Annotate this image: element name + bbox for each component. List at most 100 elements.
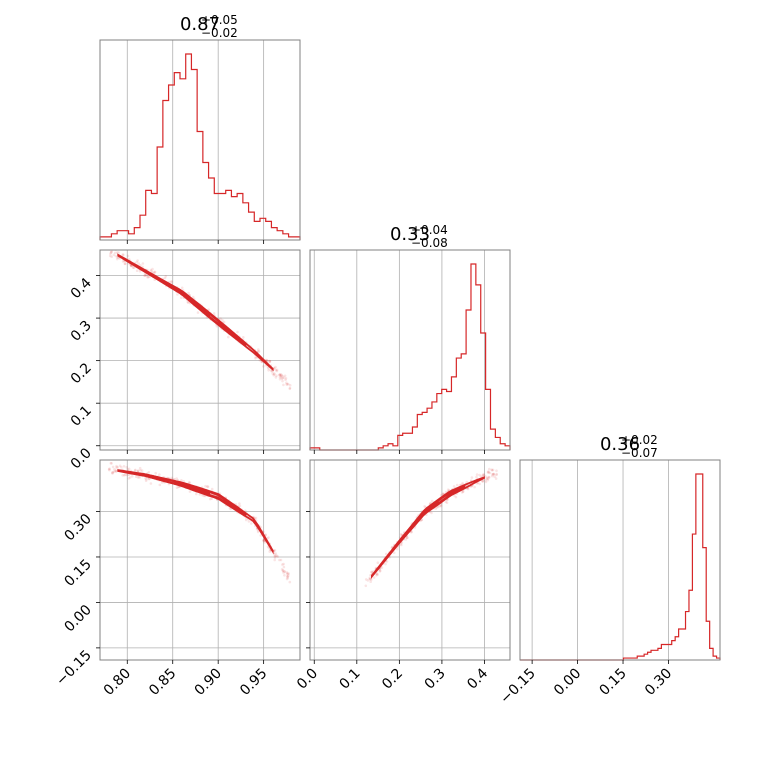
sample-point — [180, 296, 183, 300]
sample-point — [254, 357, 257, 360]
sample-point — [210, 487, 214, 491]
sample-point — [120, 466, 123, 469]
title-param-0-plus: +0.05 — [201, 13, 238, 27]
panel-marginal-1: 0.33 +0.04 −0.08 — [309, 223, 511, 451]
y-tick-label: 0.4 — [68, 275, 95, 302]
sample-point — [132, 266, 135, 269]
sample-point — [281, 376, 285, 380]
sample-point — [144, 477, 147, 480]
sample-point — [455, 483, 459, 487]
sample-point — [262, 539, 266, 543]
sample-point — [273, 372, 276, 375]
sample-point — [149, 268, 153, 272]
sample-point — [146, 275, 149, 279]
sample-point — [274, 552, 278, 555]
sample-point — [175, 477, 178, 480]
sample-point — [439, 503, 443, 507]
sample-point — [470, 476, 474, 479]
x-tick-label: 0.80 — [101, 666, 134, 699]
sample-point — [406, 536, 409, 539]
sample-point — [132, 266, 135, 270]
sample-point — [206, 485, 210, 489]
sample-point — [187, 301, 190, 304]
sample-point — [461, 490, 465, 494]
sample-point — [112, 470, 116, 474]
sample-point — [127, 477, 131, 480]
sample-point — [370, 578, 373, 581]
sample-point — [111, 471, 114, 475]
sample-point — [399, 532, 403, 536]
sample-point — [110, 245, 113, 248]
panel-marginal-2: 0.36 +0.02 −0.07 — [519, 433, 721, 661]
sample-point — [446, 488, 450, 492]
y-tick-label: 0.2 — [68, 360, 95, 387]
sample-point — [286, 576, 290, 580]
sample-point — [170, 476, 173, 480]
sample-point — [495, 472, 499, 476]
sample-point — [257, 348, 260, 351]
sample-point — [144, 479, 148, 483]
panel-joint-2-0 — [99, 459, 301, 661]
sample-point — [482, 472, 485, 476]
sample-point — [375, 572, 379, 575]
sample-point — [160, 481, 164, 484]
sample-point — [108, 467, 111, 471]
sample-point — [461, 481, 464, 485]
sample-point — [438, 504, 441, 508]
sample-point — [375, 572, 378, 576]
sample-point — [439, 493, 443, 497]
sample-point — [206, 485, 209, 488]
sample-point — [380, 566, 384, 569]
sample-point — [259, 534, 263, 537]
y-tick-label: 0.15 — [61, 556, 94, 589]
x-tick-label: 0.95 — [237, 666, 270, 699]
y-tick-label: 0.30 — [61, 511, 94, 544]
sample-point — [140, 469, 144, 472]
sample-point — [281, 569, 285, 572]
sample-point — [466, 487, 470, 491]
sample-point — [475, 473, 479, 476]
sample-point — [147, 275, 150, 279]
sample-point — [486, 478, 490, 482]
sample-point — [487, 471, 490, 475]
sample-point — [121, 474, 124, 477]
contour-level — [371, 500, 439, 580]
sample-point — [484, 480, 488, 484]
sample-point — [262, 539, 265, 542]
x-tick-label: 0.90 — [192, 666, 225, 699]
sample-point — [444, 500, 448, 504]
sample-point — [227, 335, 230, 339]
sample-point — [208, 497, 212, 501]
sample-point — [139, 264, 142, 267]
sample-point — [188, 490, 192, 493]
sample-point — [495, 473, 498, 477]
sample-point — [268, 360, 272, 363]
sample-point — [405, 536, 409, 540]
sample-point — [138, 476, 141, 479]
frame-joint-2-0 — [99, 459, 301, 661]
contours-joint-2-0 — [117, 469, 274, 555]
sample-point — [176, 293, 179, 296]
sample-point — [110, 250, 113, 254]
sample-point — [441, 492, 445, 496]
sample-point — [267, 369, 270, 372]
sample-point — [273, 556, 277, 559]
sample-point — [215, 324, 219, 328]
sample-point — [191, 295, 195, 299]
sample-point — [236, 330, 239, 334]
sample-point — [287, 572, 291, 575]
sample-point — [164, 274, 168, 278]
sample-point — [279, 558, 283, 562]
sample-point — [399, 542, 403, 546]
sample-point — [123, 262, 127, 266]
sample-point — [221, 318, 224, 322]
sample-point — [370, 570, 374, 574]
y-tick-label: 0.1 — [68, 403, 95, 430]
histogram-param-2 — [520, 473, 721, 661]
sample-point — [117, 251, 120, 254]
sample-point — [282, 562, 285, 566]
sample-point — [286, 383, 289, 386]
contour-level — [117, 253, 210, 318]
x-tick-label: 0.00 — [551, 666, 584, 699]
